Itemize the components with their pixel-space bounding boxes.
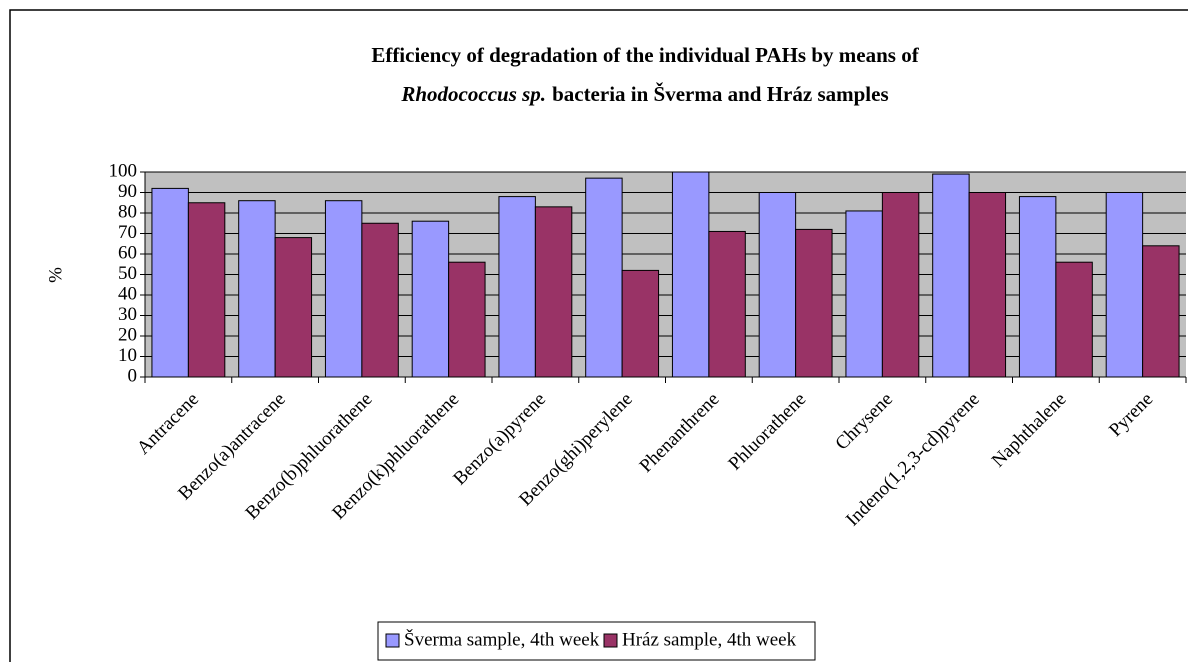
- bar: [411, 220, 450, 378]
- bar: [498, 196, 536, 378]
- bar: [1142, 245, 1180, 378]
- bar: [758, 192, 797, 378]
- y-tick-label: 20: [118, 324, 137, 345]
- y-tick-label: 80: [118, 201, 137, 222]
- bar: [708, 230, 746, 378]
- bar: [881, 192, 920, 378]
- y-tick-label: 40: [118, 283, 137, 304]
- bar: [1018, 196, 1057, 378]
- y-tick-label: 10: [118, 345, 137, 366]
- y-tick-label: 90: [118, 181, 137, 202]
- bar: [968, 192, 1007, 378]
- legend-box: [377, 621, 816, 661]
- bar: [1055, 261, 1093, 378]
- bar: [1105, 192, 1144, 378]
- bar: [448, 261, 486, 378]
- bar: [151, 187, 189, 378]
- bar: [238, 200, 276, 378]
- y-tick-label: 60: [118, 242, 137, 263]
- bar: [621, 269, 660, 378]
- bar: [361, 222, 399, 378]
- bar: [845, 210, 883, 378]
- legend-swatch: [385, 633, 400, 648]
- legend-swatch: [603, 633, 618, 648]
- bar: [795, 228, 833, 378]
- y-tick-label: 70: [118, 222, 137, 243]
- legend-label: Hráz sample, 4th week: [622, 629, 797, 650]
- bar: [324, 200, 363, 378]
- bar: [671, 171, 710, 378]
- bar: [274, 237, 313, 378]
- y-tick-label: 100: [109, 160, 138, 181]
- title-italic: Rhodococcus sp.: [400, 82, 546, 106]
- bar: [585, 177, 623, 378]
- y-tick-label: 30: [118, 304, 137, 325]
- y-tick-label: 0: [128, 365, 138, 386]
- chart-title-line-1: Efficiency of degradation of the individ…: [371, 43, 919, 67]
- legend-label: Šverma sample, 4th week: [404, 628, 600, 650]
- title-rest: bacteria in Šverma and Hráz samples: [552, 82, 889, 106]
- bar: [187, 202, 226, 378]
- y-tick-label: 50: [118, 263, 137, 284]
- bar: [932, 173, 970, 378]
- bar: [534, 206, 573, 378]
- y-axis-label: %: [45, 267, 66, 283]
- chart-title-line-2: Rhodococcus sp. bacteria in Šverma and Hr…: [400, 82, 888, 106]
